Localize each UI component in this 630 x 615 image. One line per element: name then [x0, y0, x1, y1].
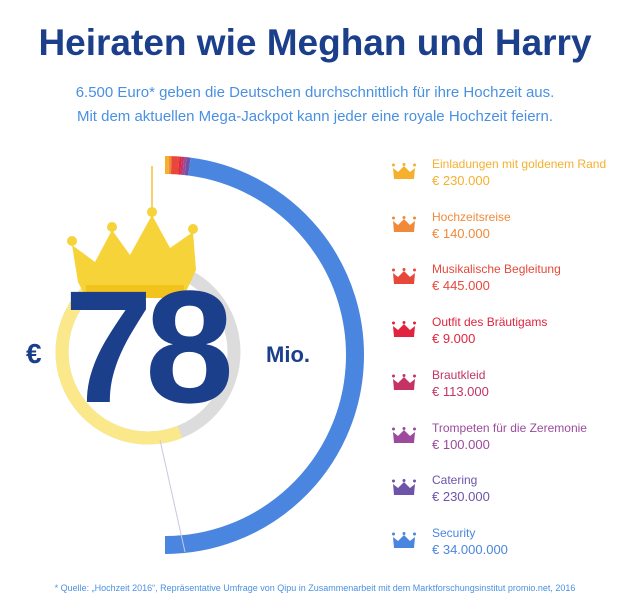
legend-value: € 230.000	[432, 489, 490, 505]
crown-icon	[392, 321, 416, 338]
segment-7	[164, 157, 364, 554]
legend-value: € 34.000.000	[432, 541, 508, 557]
crown-icon	[392, 163, 416, 179]
currency-symbol: €	[26, 338, 42, 369]
legend-value: € 113.000	[432, 383, 489, 399]
flag-pole-bottom	[159, 439, 186, 553]
legend-label: Catering	[432, 473, 478, 488]
legend-label: Einladungen mit goldenem Rand	[432, 157, 607, 171]
legend-label: Brautkleid	[432, 367, 486, 382]
crown-icon	[392, 531, 416, 548]
subtitle-line-2: Mit dem aktuellen Mega-Jackpot kann jede…	[76, 108, 554, 125]
crown-icon	[392, 373, 416, 390]
footnote: * Quelle: „Hochzeit 2016“, Repräsentativ…	[54, 583, 576, 593]
legend-value: € 230.000	[432, 173, 490, 188]
jackpot-unit: Mio.	[266, 342, 310, 367]
crown-icon	[392, 268, 416, 285]
page-title: Heiraten wie Meghan und Harry	[38, 22, 592, 63]
crown-icon	[392, 479, 416, 496]
legend-value: € 140.000	[432, 225, 490, 241]
legend-label: Trompeten für die Zeremonie	[432, 420, 587, 435]
legend-label: Musikalische Begleitung	[432, 262, 561, 277]
legend-label: Security	[432, 525, 476, 540]
big-crown-icon	[67, 207, 198, 298]
legend-value: € 9.000	[432, 331, 476, 347]
subtitle-line-1: 6.500 Euro* geben die Deutschen durchsch…	[75, 84, 555, 101]
crown-icon	[392, 215, 416, 232]
legend-value: € 445.000	[432, 278, 490, 294]
legend-label: Outfit des Bräutigams	[432, 315, 548, 330]
legend-value: € 100.000	[432, 436, 490, 452]
crown-icon	[392, 426, 416, 443]
jackpot-amount: 78	[64, 257, 234, 436]
legend-label: Hochzeitsreise	[432, 209, 511, 224]
